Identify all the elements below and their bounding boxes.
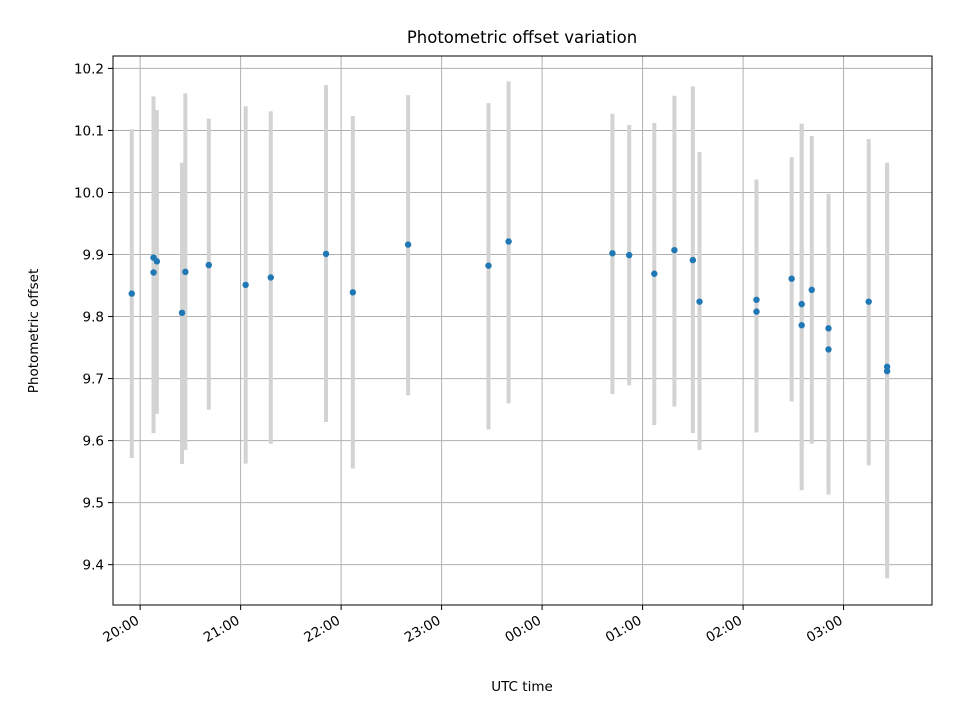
- data-point: [788, 275, 795, 282]
- y-tick-label: 10.1: [74, 123, 104, 139]
- y-tick-label: 9.4: [83, 558, 104, 574]
- y-tick-label: 10.0: [74, 185, 104, 201]
- y-tick-label: 9.9: [83, 248, 104, 264]
- plot-frame: [112, 55, 933, 606]
- x-tick-label: 20:00: [100, 613, 142, 646]
- grid-lines: [113, 56, 932, 605]
- data-point: [689, 256, 697, 264]
- data-point: [825, 346, 832, 353]
- x-tick-label: 02:00: [703, 613, 745, 646]
- data-point: [753, 308, 760, 315]
- data-point: [485, 262, 492, 269]
- data-point: [505, 238, 512, 245]
- data-point: [798, 322, 805, 329]
- data-point: [205, 261, 213, 269]
- data-point: [153, 258, 161, 265]
- chart-title: Photometric offset variation: [407, 28, 637, 47]
- data-point: [349, 289, 357, 296]
- data-point: [883, 363, 891, 370]
- data-point: [178, 309, 186, 317]
- y-axis-ticks: 9.4 9.5 9.6 9.7 9.8 9.9 10.0 10.1 10.2: [74, 61, 113, 574]
- data-point: [671, 246, 678, 254]
- data-point: [128, 290, 135, 297]
- y-axis-label: Photometric offset: [26, 269, 42, 393]
- data-point: [651, 270, 658, 277]
- x-axis-label: UTC time: [491, 679, 553, 695]
- y-tick-label: 9.5: [83, 496, 104, 512]
- data-point: [182, 268, 189, 276]
- data-point: [322, 250, 330, 258]
- error-bars: [129, 81, 890, 579]
- x-tick-label: 00:00: [502, 613, 544, 646]
- x-tick-label: 21:00: [201, 613, 243, 646]
- data-point: [865, 298, 872, 305]
- data-point: [625, 251, 633, 259]
- data-point: [150, 269, 157, 276]
- data-point: [404, 241, 412, 248]
- x-tick-label: 01:00: [603, 613, 645, 646]
- data-points: [128, 238, 891, 375]
- data-point: [696, 298, 703, 305]
- data-point: [753, 296, 760, 303]
- y-tick-label: 10.2: [74, 61, 104, 77]
- data-point: [267, 274, 274, 281]
- data-point: [825, 325, 832, 332]
- x-tick-label: 03:00: [804, 613, 846, 646]
- y-tick-label: 9.6: [83, 434, 104, 450]
- data-point: [798, 300, 805, 308]
- x-tick-label: 23:00: [402, 613, 444, 646]
- data-point: [242, 281, 249, 289]
- y-tick-label: 9.8: [83, 310, 104, 326]
- x-tick-label: 22:00: [301, 613, 343, 646]
- data-point: [808, 286, 815, 294]
- y-tick-label: 9.7: [83, 372, 104, 388]
- data-point: [609, 250, 616, 257]
- x-axis-ticks: 20:00 21:00 22:00 23:00 00:00 01:00 02:00 03:00: [100, 605, 846, 646]
